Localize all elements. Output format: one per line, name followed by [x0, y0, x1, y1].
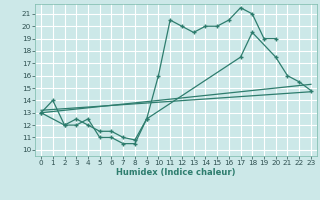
X-axis label: Humidex (Indice chaleur): Humidex (Indice chaleur): [116, 168, 236, 177]
